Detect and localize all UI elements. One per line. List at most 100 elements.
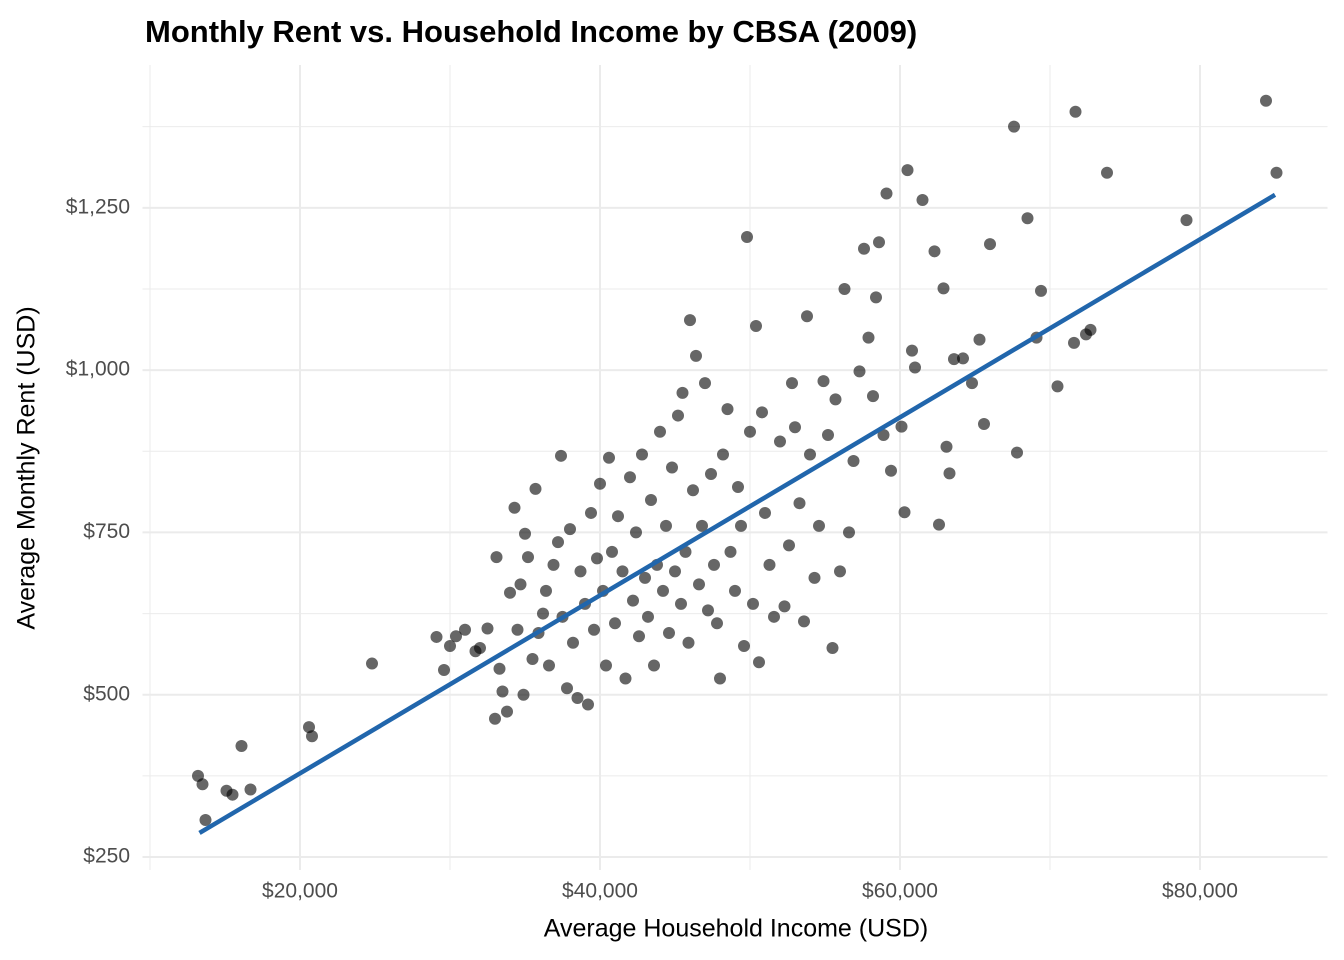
point <box>774 435 786 448</box>
point <box>630 526 642 539</box>
point <box>729 584 741 597</box>
point <box>789 421 801 434</box>
point <box>813 519 825 532</box>
point <box>543 659 555 672</box>
point <box>801 310 813 323</box>
point <box>966 377 978 390</box>
point <box>826 641 839 654</box>
point <box>885 464 897 477</box>
point <box>858 242 870 255</box>
point <box>829 393 842 406</box>
point <box>600 659 612 672</box>
point <box>690 349 702 362</box>
point <box>235 740 248 753</box>
point <box>1035 284 1047 297</box>
point <box>738 640 750 653</box>
x-tick-label: $80,000 <box>1162 880 1238 903</box>
point <box>1068 336 1080 349</box>
point <box>564 523 576 536</box>
point <box>567 636 579 649</box>
point <box>639 571 651 584</box>
point <box>663 627 675 640</box>
point <box>529 482 542 495</box>
x-tick-label: $20,000 <box>262 880 338 903</box>
point <box>438 664 450 677</box>
point <box>708 558 720 571</box>
point <box>916 194 929 207</box>
point <box>603 451 615 464</box>
point <box>901 164 914 177</box>
point <box>547 558 560 571</box>
point <box>753 656 765 669</box>
point <box>459 623 471 636</box>
point <box>519 527 531 540</box>
point <box>759 506 771 519</box>
point <box>768 610 780 623</box>
point <box>898 506 911 519</box>
point <box>676 386 689 399</box>
point <box>633 630 645 643</box>
point <box>957 352 969 365</box>
point <box>244 783 257 796</box>
point <box>834 565 846 578</box>
point <box>1011 446 1023 459</box>
point <box>624 471 636 484</box>
point <box>732 480 744 493</box>
point <box>588 623 600 636</box>
point <box>735 519 747 532</box>
point <box>793 497 806 510</box>
point <box>906 344 918 357</box>
point <box>669 565 681 578</box>
point <box>508 501 521 514</box>
point <box>636 448 648 461</box>
point <box>489 712 501 725</box>
point <box>648 659 660 672</box>
x-axis-title: Average Household Income (USD) <box>544 915 928 943</box>
point <box>444 640 456 653</box>
y-tick-label: $750 <box>83 520 130 543</box>
point <box>501 705 513 718</box>
point <box>303 721 315 734</box>
point <box>877 429 890 442</box>
point <box>504 586 516 599</box>
point <box>847 455 860 468</box>
point <box>724 545 737 558</box>
point <box>660 519 672 532</box>
point <box>594 477 606 490</box>
point <box>714 672 726 685</box>
point <box>747 597 759 610</box>
point <box>984 238 996 251</box>
point <box>552 536 564 549</box>
point <box>627 594 639 607</box>
y-tick-label: $250 <box>83 845 130 868</box>
point <box>873 236 885 249</box>
point <box>838 282 851 295</box>
point <box>582 698 594 711</box>
point <box>496 685 509 698</box>
point <box>490 551 503 564</box>
point <box>786 377 798 390</box>
point <box>937 282 950 295</box>
point <box>702 604 714 617</box>
x-tick-label: $60,000 <box>862 880 938 903</box>
point <box>1101 166 1113 179</box>
point <box>804 448 816 461</box>
point <box>226 788 239 801</box>
point <box>645 493 657 506</box>
point <box>870 291 882 304</box>
point <box>474 641 486 654</box>
point <box>585 506 597 519</box>
point <box>721 403 734 416</box>
point <box>616 565 629 578</box>
point <box>895 420 908 433</box>
point <box>1084 323 1097 336</box>
point <box>711 617 723 630</box>
point <box>687 484 699 497</box>
point <box>493 662 506 675</box>
point <box>199 814 212 827</box>
point <box>880 187 893 200</box>
point <box>537 607 549 620</box>
point <box>609 617 621 630</box>
point <box>750 319 762 332</box>
point <box>943 467 956 480</box>
